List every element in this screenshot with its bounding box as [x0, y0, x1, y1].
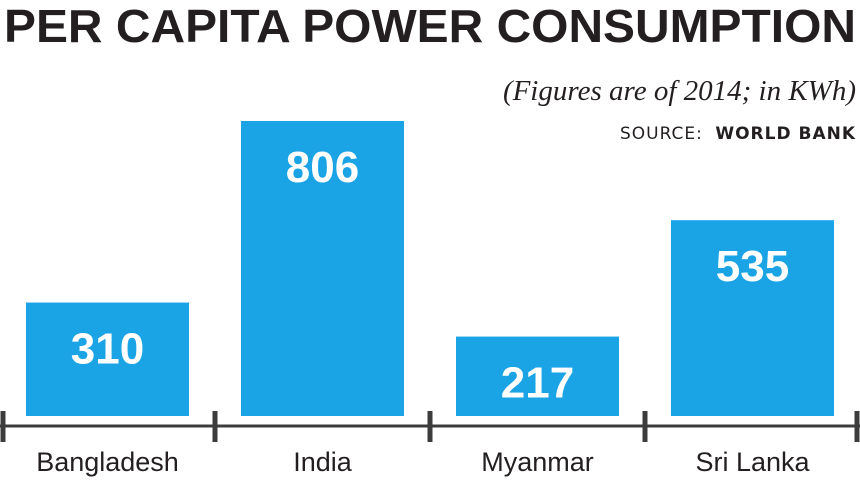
category-label-sri-lanka: Sri Lanka [695, 447, 810, 477]
category-label-india: India [293, 447, 353, 477]
bar-bangladesh [26, 302, 189, 416]
chart-source: SOURCE: WORLD BANK [620, 124, 856, 144]
chart-title: PER CAPITA POWER CONSUMPTION [4, 0, 856, 52]
data-label-sri-lanka: 535 [716, 242, 789, 291]
bar-sri-lanka [671, 220, 834, 416]
category-label-bangladesh: Bangladesh [36, 447, 179, 477]
bar-myanmar [456, 336, 619, 416]
x-axis [0, 411, 860, 442]
chart-subtitle: (Figures are of 2014; in KWh) [503, 75, 856, 107]
category-label-myanmar: Myanmar [481, 447, 594, 477]
source-value: WORLD BANK [715, 124, 856, 144]
data-label-bangladesh: 310 [71, 325, 144, 374]
data-label-india: 806 [286, 143, 359, 192]
category-labels: Bangladesh India Myanmar Sri Lanka [36, 447, 810, 477]
source-label: SOURCE: [620, 124, 703, 144]
bars-group: 310 806 217 535 [26, 121, 834, 416]
data-label-myanmar: 217 [501, 359, 574, 408]
bar-india [241, 121, 404, 416]
